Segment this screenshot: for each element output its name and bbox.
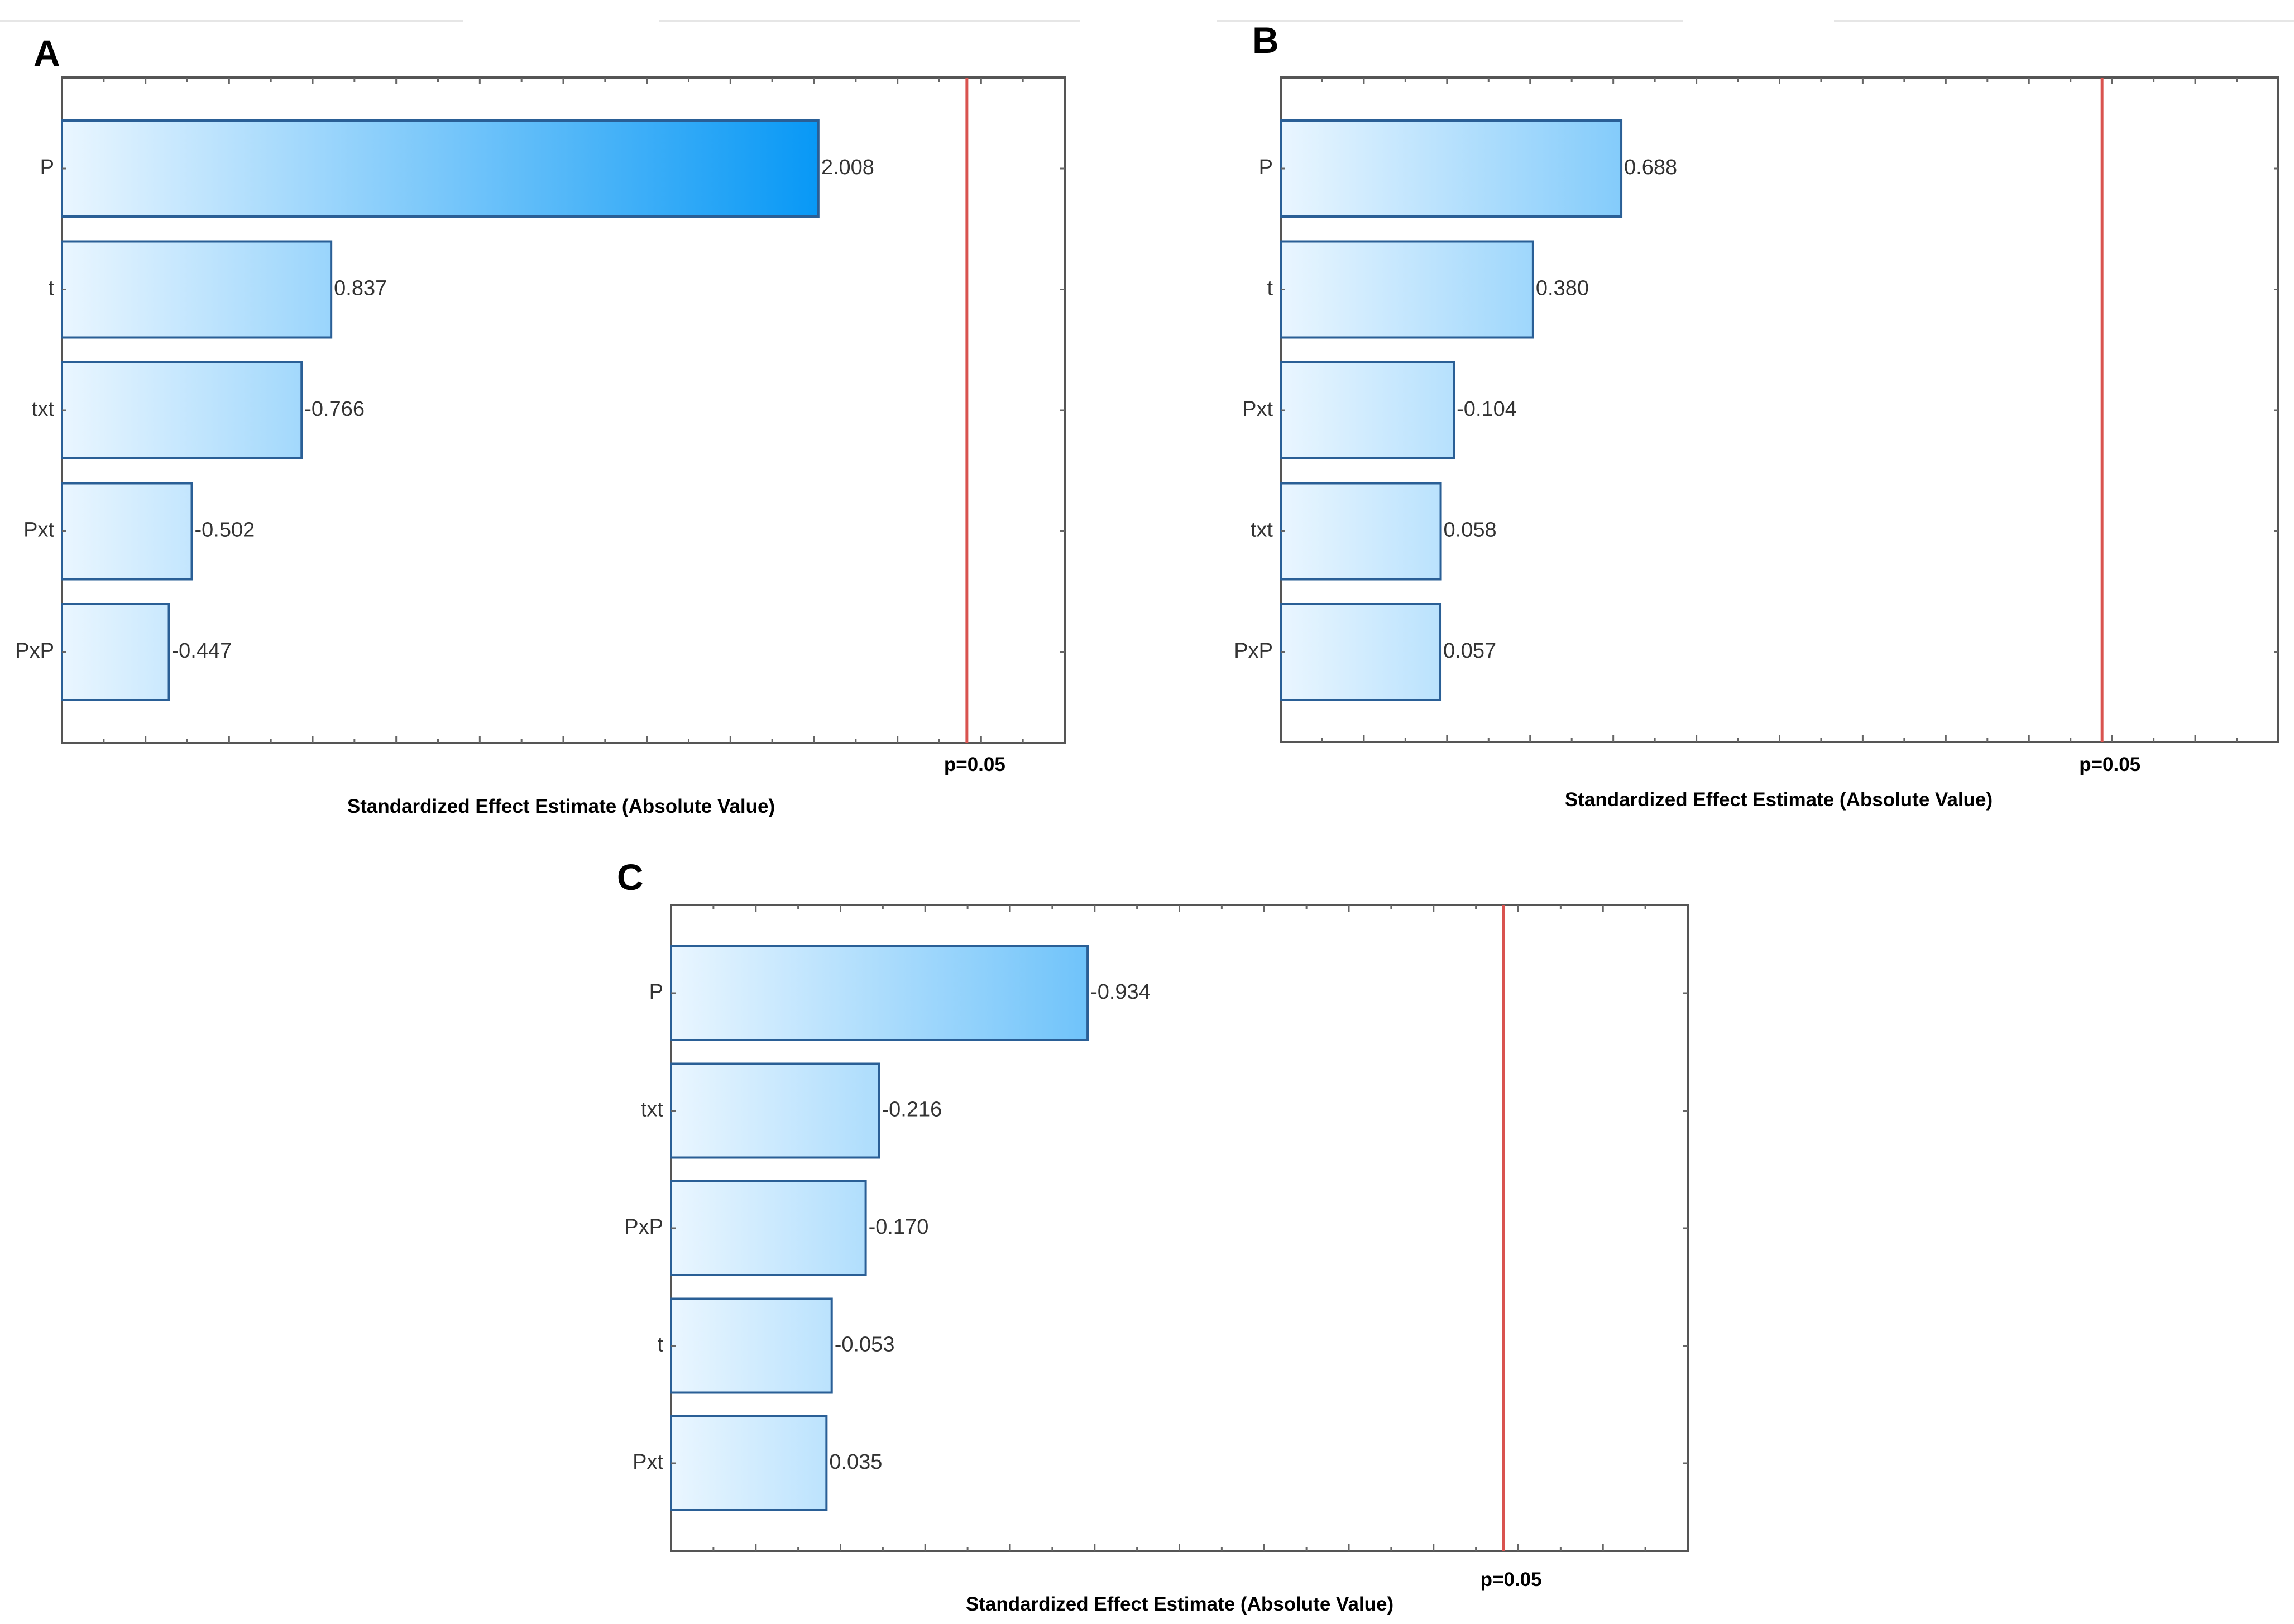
value-label: -0.170 bbox=[869, 1215, 929, 1239]
category-label: t bbox=[1267, 277, 1273, 300]
value-label: -0.766 bbox=[304, 397, 365, 421]
value-label: -0.104 bbox=[1457, 397, 1517, 421]
category-label: PxP bbox=[15, 639, 54, 663]
value-label: 0.688 bbox=[1624, 156, 1677, 179]
x-axis-title: Standardized Effect Estimate (Absolute V… bbox=[347, 796, 775, 817]
bar-pxt bbox=[1280, 361, 1455, 459]
value-label: 0.035 bbox=[829, 1450, 882, 1474]
bar-p bbox=[670, 945, 1089, 1041]
bar-t bbox=[61, 240, 333, 339]
bar-t bbox=[670, 1297, 833, 1394]
bar-pxp bbox=[1280, 603, 1442, 701]
x-axis-title: Standardized Effect Estimate (Absolute V… bbox=[966, 1593, 1393, 1615]
axis-ticks bbox=[712, 905, 1646, 1551]
bar-p bbox=[1280, 119, 1623, 218]
category-label: txt bbox=[641, 1098, 664, 1122]
bar-t bbox=[1280, 240, 1534, 339]
bar-pxp bbox=[61, 603, 170, 701]
chart-b: Bp=0.05 P 0.688 t 0.380 Pxt -0.104 txt 0.058 PxP 0… bbox=[1234, 20, 2279, 811]
chart-c: Cp=0.05 P -0.934 txt -0.216 PxP -0.170 t -0.053 P… bbox=[617, 856, 1689, 1615]
value-label: 0.058 bbox=[1444, 519, 1497, 542]
value-label: 0.057 bbox=[1443, 639, 1496, 663]
bar-p bbox=[61, 119, 820, 218]
bar-pxt bbox=[670, 1415, 828, 1511]
bar-txt bbox=[1280, 482, 1442, 581]
panel-label: C bbox=[617, 856, 644, 898]
category-label: t bbox=[48, 277, 54, 300]
bar-txt bbox=[61, 361, 303, 459]
value-label: -0.934 bbox=[1090, 980, 1151, 1004]
bar-txt bbox=[670, 1062, 880, 1159]
panel-label: A bbox=[33, 32, 60, 74]
category-label: Pxt bbox=[23, 519, 54, 542]
value-label: -0.053 bbox=[835, 1333, 895, 1357]
value-label: 0.837 bbox=[334, 277, 387, 300]
axis-ticks bbox=[103, 78, 1024, 743]
bar-pxp bbox=[670, 1180, 867, 1276]
value-label: 2.008 bbox=[821, 156, 874, 179]
axis-ticks bbox=[1321, 78, 2238, 742]
panel-label: B bbox=[1252, 20, 1279, 61]
category-label: P bbox=[1259, 156, 1273, 179]
category-label: P bbox=[40, 156, 54, 179]
x-axis-title: Standardized Effect Estimate (Absolute V… bbox=[1565, 789, 1993, 811]
category-label: Pxt bbox=[1242, 397, 1273, 421]
category-label: P bbox=[649, 980, 663, 1004]
category-label: Pxt bbox=[633, 1450, 663, 1474]
value-label: -0.447 bbox=[172, 639, 232, 663]
value-label: 0.380 bbox=[1536, 277, 1589, 300]
p-value-label: p=0.05 bbox=[944, 754, 1005, 775]
category-label: PxP bbox=[1234, 639, 1273, 663]
p-value-label: p=0.05 bbox=[1481, 1569, 1542, 1591]
category-label: txt bbox=[1251, 519, 1273, 542]
bar-pxt bbox=[61, 482, 193, 581]
chart-a: Ap=0.05 P 2.008 t 0.837 txt -0.766 Pxt -0.502 PxP… bbox=[15, 32, 1066, 817]
value-label: -0.502 bbox=[195, 519, 255, 542]
category-label: PxP bbox=[624, 1215, 663, 1239]
p-value-label: p=0.05 bbox=[2079, 754, 2140, 775]
category-label: txt bbox=[32, 397, 55, 421]
value-label: -0.216 bbox=[882, 1098, 942, 1122]
category-label: t bbox=[657, 1333, 663, 1357]
